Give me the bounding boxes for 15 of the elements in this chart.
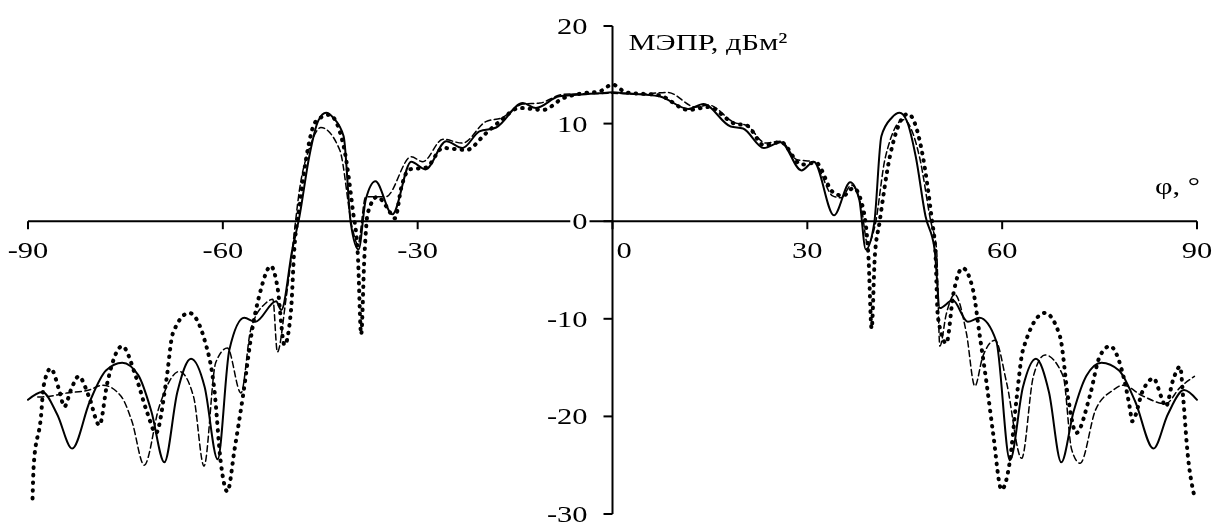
y-tick-label: 10: [557, 110, 588, 137]
x-tick-label: 90: [1181, 237, 1213, 264]
x-tick-label: -90: [7, 237, 49, 264]
y-tick-label: -20: [546, 403, 588, 430]
x-axis-title: φ, °: [1154, 173, 1200, 200]
x-tick-label: 30: [792, 237, 823, 264]
x-tick-label: 60: [986, 237, 1018, 264]
y-tick-label: 0: [572, 208, 588, 235]
x-tick-label: 0: [616, 237, 632, 264]
y-axis-title: МЭПР, дБм²: [628, 29, 788, 56]
x-tick-label: -30: [397, 237, 438, 264]
y-tick-label: -10: [546, 305, 588, 333]
x-tick-label: -60: [202, 237, 244, 264]
y-tick-label: -30: [546, 501, 588, 526]
y-tick-label: 20: [557, 13, 588, 40]
